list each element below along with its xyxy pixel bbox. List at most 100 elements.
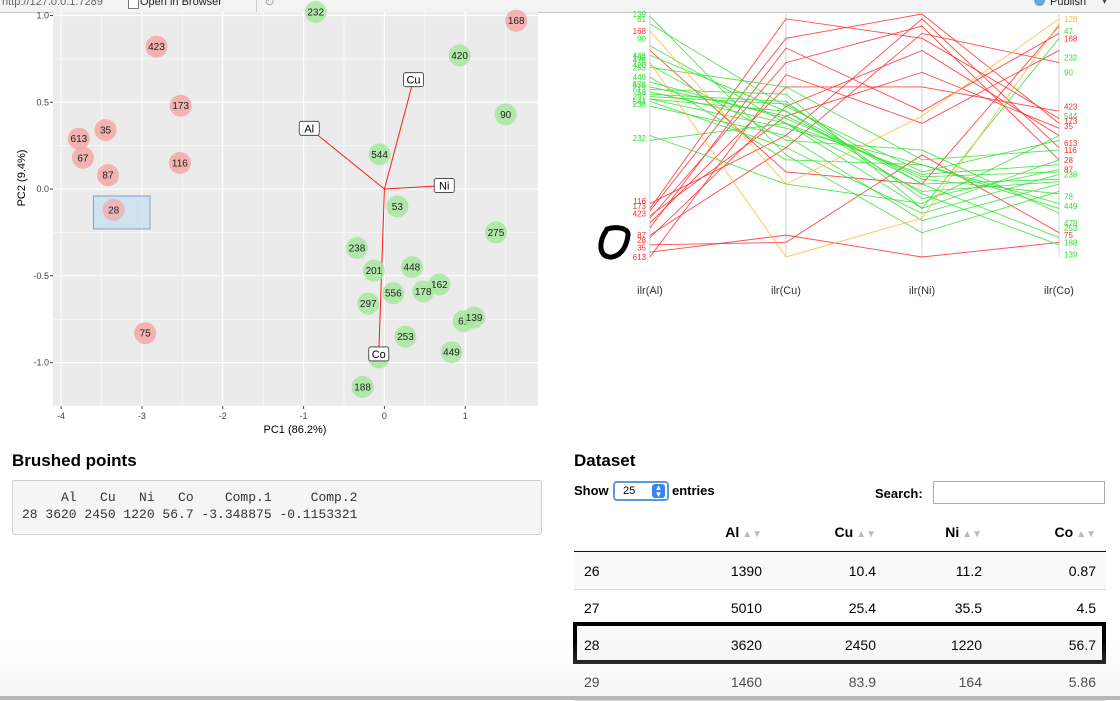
- parallel-lines: [649, 13, 1060, 258]
- right-axis-label: 28: [1064, 156, 1073, 165]
- point-label: 448: [404, 263, 421, 274]
- point-label: 297: [360, 299, 377, 310]
- loading-label: Ni: [439, 181, 449, 193]
- left-axis-label: 116: [633, 197, 646, 206]
- point-label: 75: [140, 329, 152, 340]
- point-label: 420: [451, 51, 468, 62]
- left-axis-label: 173: [633, 202, 647, 211]
- point-label: 178: [415, 287, 432, 298]
- biplot-points: 232 168 423 420 173 90 35 613 67 544 116 87 28 53 275 2…: [67, 1, 528, 398]
- table-row[interactable]: 27 5010 25.4 35.5 4.5: [574, 589, 1106, 627]
- parallel-line: [649, 38, 1060, 209]
- parallel-line: [649, 96, 1060, 238]
- biplot-chart[interactable]: -4 -3 -2 -1 0 1 1.0 0.5 0.0 -0.5 -1.0 232 168 423 420…: [0, 0, 560, 440]
- parallel-axis-name: ilr(Al): [637, 285, 663, 297]
- biplot-point: [94, 119, 117, 142]
- x-tick-label: 1: [463, 411, 468, 421]
- point-label: 61: [458, 316, 470, 327]
- right-axis-label: 544: [1064, 112, 1078, 121]
- right-axis-label: 128: [1064, 15, 1078, 24]
- table-row[interactable]: 26 1390 10.4 11.2 0.87: [574, 552, 1106, 590]
- toolbar-divider: [256, 0, 257, 12]
- left-axis-label: 448: [633, 73, 647, 82]
- refresh-icon[interactable]: ↻: [264, 0, 275, 9]
- left-axis-label: 448: [633, 51, 647, 60]
- publish-icon[interactable]: [1034, 0, 1045, 6]
- right-axis-label: 613: [1064, 139, 1078, 148]
- biplot-point: [400, 256, 423, 279]
- parallel-line: [649, 154, 1060, 246]
- column-header-al[interactable]: Al ▲▼: [725, 524, 762, 540]
- biplot-point: [386, 195, 409, 218]
- point-label: 28: [108, 205, 120, 216]
- y-tick-label: 0.5: [36, 97, 49, 107]
- parallel-coordinates-chart[interactable]: 1396116890448162478420253448556471613532…: [580, 0, 1120, 310]
- parallel-line: [649, 49, 1060, 238]
- right-axis-label: 232: [1064, 54, 1078, 63]
- entries-select[interactable]: 25 ▲ ▼: [613, 481, 669, 501]
- dataset-title: Dataset: [574, 451, 636, 470]
- right-axis-label: 449: [1064, 202, 1078, 211]
- parallel-line: [649, 101, 1060, 214]
- table-row[interactable]: 28 3620 2450 1220 56.7: [574, 626, 1106, 664]
- right-axis-label: 139: [1064, 251, 1078, 260]
- right-axis-label: 238: [1064, 170, 1078, 179]
- column-header-cu[interactable]: Cu ▲▼: [834, 524, 876, 540]
- left-axis-label: 471: [633, 80, 647, 89]
- y-tick-label: -1.0: [33, 358, 49, 368]
- loading-label-box: [298, 120, 320, 136]
- open-in-browser-button[interactable]: Open in Browser: [140, 0, 222, 8]
- brushed-points-output: Al Cu Ni Co Comp.1 Comp.2 28 3620 2450 1…: [12, 480, 542, 535]
- loading-labels: Cu Al Ni Co: [298, 72, 455, 362]
- biplot-point: [494, 103, 517, 126]
- column-header-co[interactable]: Co ▲▼: [1054, 524, 1096, 540]
- left-axis-label: 232: [633, 134, 647, 143]
- left-axis-label: 556: [633, 80, 647, 89]
- sort-icon: ▲▼: [742, 529, 762, 540]
- left-axis-label: 253: [633, 63, 647, 72]
- biplot-point: [484, 221, 507, 244]
- point-label: 544: [371, 150, 388, 161]
- biplot-ticks: -4 -3 -2 -1 0 1 1.0 0.5 0.0 -0.5 -1.0: [33, 10, 467, 421]
- parallel-line: [649, 98, 1060, 209]
- biplot-point: [67, 127, 90, 150]
- biplot-point: [412, 280, 435, 303]
- chevron-down-icon[interactable]: ▾: [1102, 0, 1108, 7]
- biplot-point: [368, 143, 391, 166]
- biplot-point: [145, 35, 168, 58]
- left-axis-label: 423: [633, 209, 647, 218]
- publish-button[interactable]: Publish: [1050, 0, 1087, 8]
- x-tick-label: -4: [57, 411, 65, 421]
- right-axis-label: 188: [1064, 238, 1078, 247]
- search-input[interactable]: [933, 481, 1105, 504]
- left-axis-label: 53: [637, 88, 646, 97]
- left-axis-label: 613: [633, 85, 647, 94]
- open-browser-icon[interactable]: [128, 0, 139, 9]
- point-label: 116: [172, 159, 188, 170]
- point-label: 90: [500, 110, 512, 121]
- left-axis-label: 297: [633, 93, 647, 102]
- parallel-axis-name: ilr(Cu): [771, 285, 801, 297]
- parallel-axes: [649, 14, 1060, 257]
- left-axis-label: 61: [637, 15, 646, 24]
- parallel-line: [649, 64, 1060, 214]
- parallel-line: [649, 45, 1060, 175]
- table-header: Al ▲▼ Cu ▲▼ Ni ▲▼ Co ▲▼: [574, 515, 1106, 552]
- biplot-point: [357, 292, 380, 315]
- x-tick-label: -3: [138, 411, 146, 421]
- biplot-point: [345, 237, 368, 260]
- parallel-line: [649, 18, 1060, 209]
- right-axis-label: 116: [1064, 146, 1077, 155]
- point-label: 168: [508, 16, 525, 27]
- point-label: 173: [172, 101, 189, 112]
- biplot-point: [169, 94, 192, 117]
- left-axis-label: 139: [633, 10, 647, 19]
- column-header-ni[interactable]: Ni ▲▼: [945, 524, 982, 540]
- sort-icon: ▲▼: [962, 529, 982, 540]
- parallel-axis-name: ilr(Co): [1044, 285, 1074, 297]
- x-tick-label: -1: [300, 411, 308, 421]
- parallel-line: [649, 18, 1060, 185]
- y-tick-label: 1.0: [36, 10, 49, 20]
- right-axis-label: 90: [1064, 68, 1073, 77]
- point-label: 201: [366, 266, 383, 277]
